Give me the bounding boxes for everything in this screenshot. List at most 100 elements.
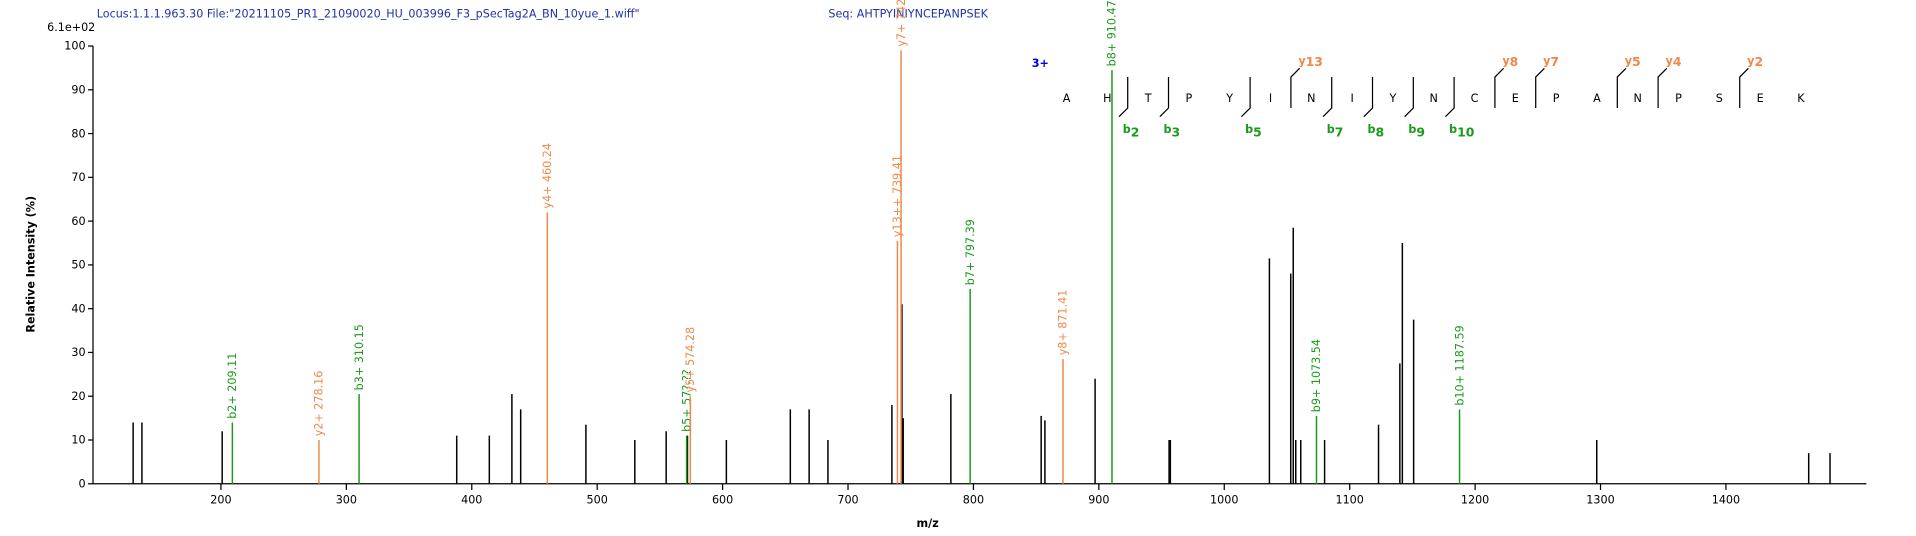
y-tick-label: 0 [78, 478, 85, 491]
y-cleavage [1657, 67, 1668, 109]
b-ion-label: b10 [1449, 123, 1475, 140]
ion-letter: b [1327, 123, 1335, 136]
x-tick-label: 1300 [1586, 494, 1614, 507]
y-cleavage [1739, 67, 1749, 109]
b-cleavage [1240, 77, 1251, 118]
ion-letter: y [1543, 55, 1551, 68]
residue: I [1269, 92, 1272, 105]
x-tick-label: 900 [1088, 494, 1109, 507]
y-tick-label: 10 [71, 434, 85, 447]
residue: N [1634, 92, 1642, 105]
b-cleavage [1118, 77, 1129, 118]
peak-label: y13++ 739.41 [891, 155, 904, 237]
b-ion-label: b7 [1327, 123, 1344, 140]
ion-number: 8 [1376, 125, 1385, 140]
x-tick-label: 1400 [1712, 494, 1740, 507]
peak-label: y2+ 278.16 [313, 371, 326, 437]
b-ion-label: b9 [1408, 123, 1425, 140]
residue: E [1757, 92, 1764, 105]
x-tick-label: 300 [336, 494, 357, 507]
ion-letter: y [1298, 55, 1306, 68]
sequence-info: Seq: AHTPYINIYNCEPANPSEK [828, 7, 988, 20]
residue: Y [1388, 92, 1396, 105]
y-tick-label: 100 [64, 40, 85, 53]
x-tick-label: 1000 [1210, 494, 1238, 507]
peak-label: b10+ 1187.59 [1453, 325, 1466, 405]
y-tick-label: 90 [71, 84, 85, 97]
residue: T [1144, 92, 1152, 105]
y-ion-label: y8 [1502, 54, 1518, 69]
x-tick-label: 800 [963, 494, 984, 507]
ion-letter: y [1502, 55, 1510, 68]
peak-label: b3+ 310.15 [353, 324, 366, 390]
x-tick-label: 500 [587, 494, 608, 507]
x-tick-label: 700 [837, 494, 858, 507]
ion-letter: b [1408, 123, 1416, 136]
ion-letter: y [1625, 55, 1633, 68]
y-tick-label: 30 [71, 346, 85, 359]
residue: C [1471, 92, 1479, 105]
y-cleavage [1616, 67, 1627, 109]
y-cleavage [1290, 67, 1301, 109]
y-tick-label: 50 [71, 259, 85, 272]
y-tick-label: 70 [71, 171, 85, 184]
b-cleavage [1363, 77, 1374, 118]
ion-letter: y [1666, 55, 1674, 68]
residue: Y [1225, 92, 1233, 105]
ion-letter: y [1747, 55, 1755, 68]
b-cleavage [1159, 77, 1170, 118]
peak-label: b9+ 1073.54 [1310, 339, 1323, 412]
ion-number: 8 [1510, 54, 1519, 69]
ion-number: 5 [1632, 54, 1641, 69]
scale-label: 6.1e+02 [47, 21, 95, 34]
y-cleavage [1494, 67, 1505, 109]
x-tick-label: 600 [712, 494, 733, 507]
ion-number: 4 [1673, 54, 1682, 69]
ion-number: 7 [1550, 54, 1559, 69]
ion-number: 13 [1306, 54, 1323, 69]
y-tick-label: 80 [71, 127, 85, 140]
ion-number: 9 [1416, 125, 1425, 140]
x-tick-label: 200 [210, 494, 231, 507]
y-ion-label: y7 [1543, 54, 1559, 69]
ion-number: 3 [1172, 125, 1181, 140]
residue: P [1186, 92, 1193, 105]
y-axis-label: Relative Intensity (%) [25, 196, 38, 333]
peak-label: y7+ 742.3 [895, 0, 908, 47]
b-ion-label: b8 [1368, 123, 1385, 140]
b-cleavage [1404, 77, 1414, 118]
peak-label: b7+ 797.39 [964, 219, 977, 285]
residue: I [1350, 92, 1353, 105]
y-tick-label: 40 [71, 302, 85, 315]
y-ion-label: y4 [1666, 54, 1682, 69]
x-tick-label: 1100 [1335, 494, 1363, 507]
b-ion-label: b5 [1245, 123, 1262, 140]
ion-letter: b [1449, 123, 1457, 136]
x-axis-label: m/z [917, 517, 939, 530]
y-ion-label: y13 [1298, 54, 1323, 69]
b-cleavage [1322, 77, 1333, 118]
charge-state: 3+ [1032, 57, 1049, 70]
residue: H [1103, 92, 1111, 105]
ion-number: 2 [1754, 54, 1763, 69]
file-info: Locus:1.1.1.963.30 File:"20211105_PR1_21… [97, 7, 640, 20]
ion-number: 7 [1335, 125, 1344, 140]
b-ion-label: b2 [1123, 123, 1140, 140]
x-tick-label: 1200 [1461, 494, 1489, 507]
residue: P [1553, 92, 1560, 105]
ion-number: 10 [1457, 125, 1475, 140]
y-tick-label: 60 [71, 215, 85, 228]
x-tick-label: 400 [461, 494, 482, 507]
residue: N [1430, 92, 1438, 105]
ion-letter: b [1368, 123, 1376, 136]
y-cleavage [1535, 67, 1545, 109]
ion-letter: b [1164, 123, 1172, 136]
y-tick-label: 20 [71, 390, 85, 403]
peak-label: b8+ 910.47 [1106, 0, 1119, 66]
peak-label: y4+ 460.24 [541, 143, 554, 209]
residue: P [1675, 92, 1682, 105]
residue: S [1716, 92, 1723, 105]
ion-letter: b [1123, 123, 1131, 136]
peak-label: y5+ 574.28 [684, 327, 697, 393]
